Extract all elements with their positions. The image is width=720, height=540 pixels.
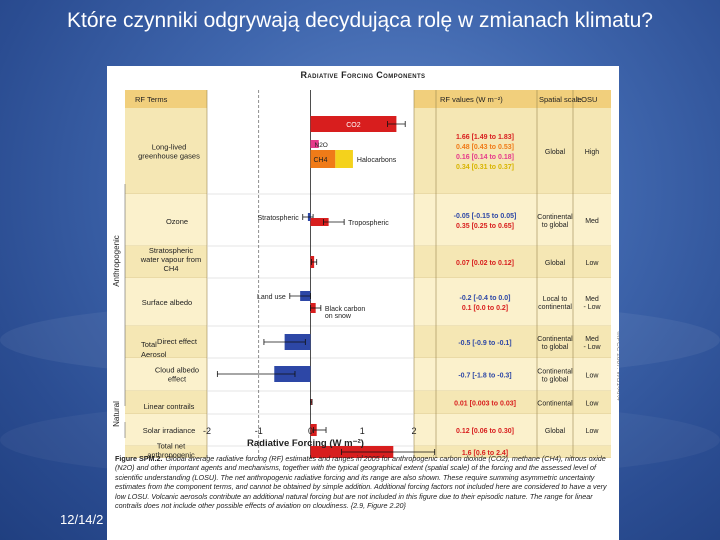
radiative-forcing-chart: Radiative Forcing Components RF Terms RF v… <box>112 70 619 459</box>
bar <box>310 218 329 226</box>
footer-date: 12/14/2 <box>60 512 104 527</box>
header-spatial-scale: Spatial scale <box>539 95 582 104</box>
rf-term-label: Stratospheric <box>149 246 193 255</box>
caption-label: Figure SPM.2. <box>115 454 163 463</box>
bar-label: Land use <box>257 294 286 301</box>
rf-term-label: water vapour from <box>140 255 201 264</box>
bar-co2 <box>310 116 397 132</box>
rf-value-text: 0.35 [0.25 to 0.65] <box>456 223 514 230</box>
slide-title: Które czynniki odgrywają decydująca rolę… <box>67 9 653 32</box>
rf-value-text: -0.7 [-1.8 to -0.3] <box>458 373 511 380</box>
rf-value-text: 0.12 [0.06 to 0.30] <box>456 428 514 435</box>
spatial-scale-text: Global <box>545 149 566 156</box>
bar-label-halocarbons: Halocarbons <box>357 157 397 164</box>
rf-term-label: Linear contrails <box>144 402 195 411</box>
rf-value-text: 0.48 [0.43 to 0.53] <box>456 144 514 151</box>
spatial-scale-text: to global <box>542 377 569 384</box>
spatial-scale-text: Global <box>545 260 566 267</box>
spatial-scale-text: Local to <box>543 296 568 303</box>
rf-term-label: Direct effect <box>157 337 198 346</box>
x-axis-title: Radiative Forcing (W m⁻²) <box>247 438 364 449</box>
spatial-scale-text: continental <box>538 304 572 311</box>
ipcc-figure: Radiative Forcing Components RF Terms RF v… <box>107 66 619 540</box>
bar-label: Tropospheric <box>348 220 389 227</box>
spatial-scale-text: Continental <box>537 214 573 221</box>
losu-text: - Low <box>583 304 601 311</box>
group-label-natural: Natural <box>112 401 121 427</box>
group-label-total-aerosol: Aerosol <box>141 350 167 359</box>
rf-value-text: 0.16 [0.14 to 0.18] <box>456 154 514 161</box>
losu-text: Med <box>585 296 599 303</box>
losu-text: Med <box>585 218 599 225</box>
rf-term-label: Long-lived <box>152 143 187 152</box>
x-tick-label: -2 <box>202 426 211 436</box>
bar-label-n2o: N2O <box>315 142 328 149</box>
spatial-scale-text: Continental <box>537 369 573 376</box>
losu-text: High <box>585 149 600 156</box>
x-tick-label: -1 <box>254 426 263 436</box>
x-tick-label: 2 <box>411 426 417 436</box>
rf-term-label: Total net <box>157 442 186 451</box>
bar-n2o <box>310 140 319 148</box>
losu-text: - Low <box>583 344 601 351</box>
spatial-scale-text: Continental <box>537 401 573 408</box>
x-tick-label: 1 <box>359 426 365 436</box>
spatial-scale-text: Continental <box>537 336 573 343</box>
rf-value-text: 0.1 [0.0 to 0.2] <box>462 305 508 312</box>
group-label-total-aerosol: Total <box>141 340 157 349</box>
rf-value-text: -0.2 [-0.4 to 0.0] <box>460 295 511 302</box>
rf-term-label: greenhouse gases <box>138 152 200 161</box>
spatial-scale-text: Global <box>545 428 566 435</box>
spatial-scale-text: to global <box>542 344 569 351</box>
rf-term-label: Surface albedo <box>142 298 192 307</box>
losu-text: Low <box>586 260 600 267</box>
rf-value-text: -0.05 [-0.15 to 0.05] <box>454 213 517 220</box>
header-losu: LOSU <box>577 95 597 104</box>
rf-value-text: 1.66 [1.49 to 1.83] <box>456 134 514 141</box>
figure-caption: Figure SPM.2. Global average radiative fo… <box>115 454 611 510</box>
rf-term-label: CH4 <box>163 264 178 273</box>
rf-term-label: Cloud albedo <box>155 366 199 375</box>
losu-text: Low <box>586 401 600 408</box>
rf-value-text: 1.6 [0.6 to 2.4] <box>462 450 508 457</box>
bar-ch4 <box>310 150 336 168</box>
rf-value-text: -0.5 [-0.9 to -0.1] <box>458 340 511 347</box>
bar-label: Black carbon <box>325 306 366 313</box>
rf-term-label: Solar irradiance <box>143 426 196 435</box>
bar-label: Stratospheric <box>257 215 299 222</box>
rf-value-text: 0.01 [0.003 to 0.03] <box>454 401 516 408</box>
bar-label: on snow <box>325 313 352 320</box>
losu-text: Low <box>586 373 600 380</box>
rf-term-label: Ozone <box>166 217 188 226</box>
bar-label-ch4: CH4 <box>314 157 328 164</box>
losu-text: Med <box>585 336 599 343</box>
rf-term-label: anthropogenic <box>147 451 195 459</box>
rf-term-label: effect <box>168 375 187 384</box>
spatial-scale-text: to global <box>542 222 569 229</box>
header-rf-terms: RF Terms <box>135 95 168 104</box>
losu-text: Low <box>586 428 600 435</box>
rf-value-text: 0.07 [0.02 to 0.12] <box>456 260 514 267</box>
bar-label-co2: CO2 <box>346 122 361 129</box>
figure-side-label: ©IPCC 2007: WG1-AR4 <box>615 331 619 401</box>
bar-halocarbons <box>335 150 353 168</box>
figure-title: Radiative Forcing Components <box>301 70 426 80</box>
group-label-anthropogenic: Anthropogenic <box>112 235 121 287</box>
rf-value-text: 0.34 [0.31 to 0.37] <box>456 164 514 171</box>
header-rf-values: RF values (W m⁻²) <box>440 95 503 104</box>
x-tick-label: 0 <box>307 426 313 436</box>
caption-text: Global average radiative forcing (RF) es… <box>115 454 607 511</box>
